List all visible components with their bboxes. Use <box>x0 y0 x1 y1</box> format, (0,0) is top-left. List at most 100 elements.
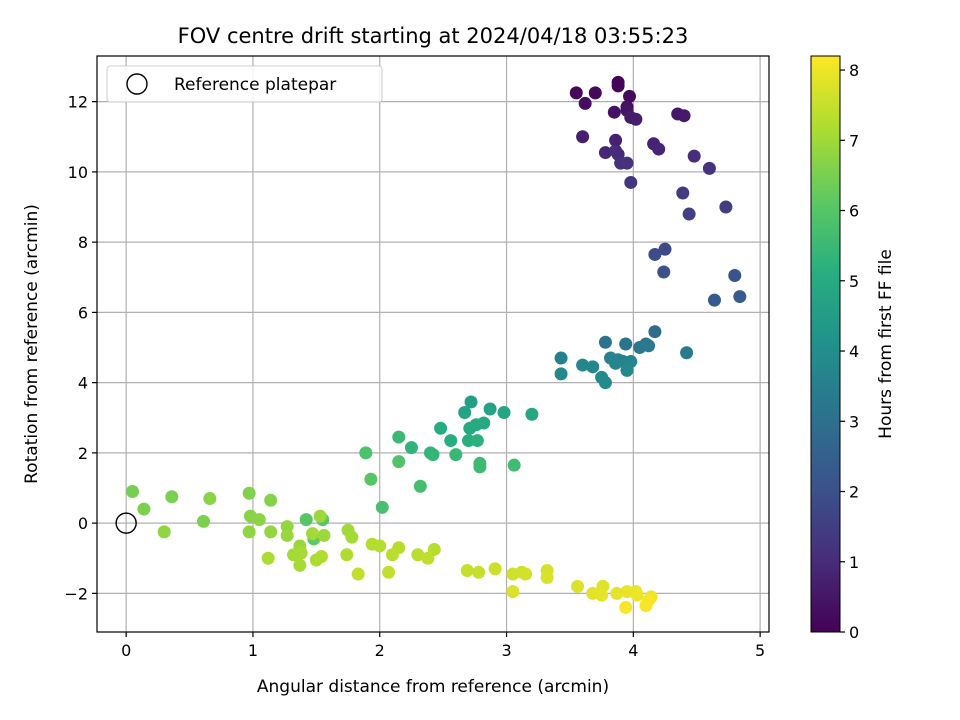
data-point <box>733 290 747 304</box>
data-point <box>619 337 633 351</box>
data-point <box>458 405 472 419</box>
data-point <box>314 549 328 563</box>
data-point <box>463 421 477 435</box>
data-point <box>629 112 643 126</box>
data-point <box>576 130 590 144</box>
x-axis-label: Angular distance from reference (arcmin) <box>257 677 609 697</box>
data-point <box>598 146 612 160</box>
colorbar: 0 1 2 3 4 5 6 7 8 Hours from first FF file <box>810 55 896 642</box>
data-point <box>611 79 625 93</box>
x-tick-label: 0 <box>121 641 131 660</box>
y-tick-label: 4 <box>78 374 88 393</box>
data-point <box>586 360 600 374</box>
legend: Reference platepar <box>106 65 383 103</box>
data-point <box>506 585 520 599</box>
data-point <box>676 186 690 200</box>
data-point <box>280 528 294 542</box>
data-point <box>609 356 623 370</box>
data-point <box>392 430 406 444</box>
data-point <box>264 525 278 539</box>
data-point <box>340 548 354 562</box>
data-point <box>677 109 691 123</box>
data-point <box>299 513 313 527</box>
data-point <box>375 500 389 514</box>
y-tick-label: 10 <box>68 163 88 182</box>
data-point <box>507 458 521 472</box>
data-point <box>464 395 478 409</box>
data-point <box>242 486 256 500</box>
data-point <box>294 546 308 560</box>
data-point <box>261 551 275 565</box>
y-axis-label: Rotation from reference (arcmin) <box>22 204 42 484</box>
data-point <box>306 527 320 541</box>
legend-box <box>106 65 383 103</box>
data-point <box>242 525 256 539</box>
y-tick-label: 12 <box>68 93 88 112</box>
data-point <box>554 367 568 381</box>
y-tick-label: 2 <box>78 444 88 463</box>
data-point <box>578 96 592 110</box>
data-point <box>624 175 638 189</box>
data-point <box>554 351 568 365</box>
data-point <box>519 567 533 581</box>
data-point <box>619 600 633 614</box>
data-point <box>472 565 486 579</box>
data-point <box>620 156 634 170</box>
data-point <box>598 376 612 390</box>
reference-point-marker <box>115 512 137 534</box>
data-point <box>707 293 721 307</box>
colorbar-tick-label: 5 <box>849 272 859 291</box>
y-tick-label: −2 <box>64 584 88 603</box>
data-point <box>702 161 716 175</box>
data-point <box>404 441 418 455</box>
colorbar-label: Hours from first FF file <box>876 249 896 439</box>
data-point <box>623 89 637 103</box>
colorbar-tick-label: 7 <box>849 131 859 150</box>
data-point <box>165 490 179 504</box>
data-point <box>197 514 211 528</box>
data-point <box>313 509 327 523</box>
y-tick-label: 0 <box>78 514 88 533</box>
x-axis-ticks: 0 1 2 3 4 5 <box>121 632 765 660</box>
data-point <box>157 525 171 539</box>
data-point <box>411 548 425 562</box>
colorbar-tick-label: 8 <box>849 61 859 80</box>
data-point <box>540 571 554 585</box>
data-point <box>359 446 373 460</box>
data-point <box>373 539 387 553</box>
colorbar-tick-label: 1 <box>849 553 859 572</box>
data-point <box>293 558 307 572</box>
colorbar-gradient <box>810 55 841 633</box>
data-point <box>264 493 278 507</box>
plot-frame <box>96 55 770 633</box>
data-point <box>488 562 502 576</box>
data-point <box>571 579 585 593</box>
x-tick-label: 1 <box>248 641 258 660</box>
data-point <box>648 325 662 339</box>
data-point <box>421 551 435 565</box>
colorbar-tick-label: 0 <box>849 623 859 642</box>
data-point <box>648 247 662 261</box>
data-point <box>252 513 266 527</box>
y-tick-label: 8 <box>78 233 88 252</box>
data-point <box>680 346 694 360</box>
chart-title: FOV centre drift starting at 2024/04/18 … <box>178 24 689 48</box>
data-point <box>639 599 653 613</box>
data-points <box>126 75 747 614</box>
data-point <box>126 485 140 499</box>
data-point <box>137 502 151 516</box>
data-point <box>658 242 672 256</box>
data-point <box>588 86 602 100</box>
data-point <box>434 421 448 435</box>
data-point <box>426 448 440 462</box>
x-tick-label: 3 <box>501 641 511 660</box>
data-point <box>687 149 701 163</box>
data-point <box>470 434 484 448</box>
reference-marker-layer <box>115 512 137 534</box>
data-point <box>652 142 666 156</box>
data-point <box>449 448 463 462</box>
data-point <box>642 339 656 353</box>
data-point <box>610 586 624 600</box>
data-point <box>351 567 365 581</box>
